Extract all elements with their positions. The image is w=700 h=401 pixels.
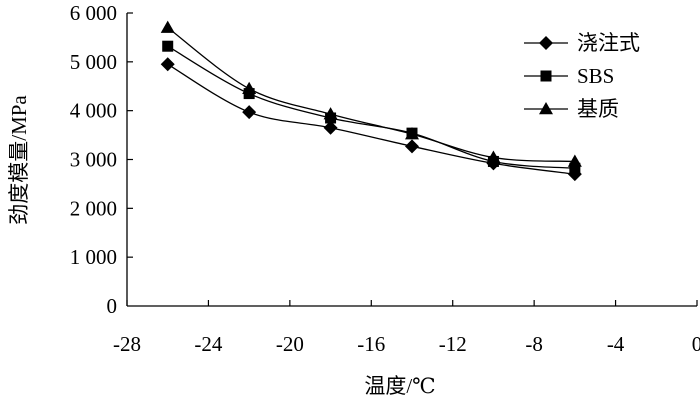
legend-square-marker [540,70,552,82]
x-tick-label: -24 [194,332,222,356]
y-ticks: 0 1 000 2 000 3 000 4 000 5 000 6 000 [70,1,133,318]
legend-label: 基质 [577,97,619,121]
x-tick-label: -8 [525,332,543,356]
x-tick-label: -28 [113,332,141,356]
x-ticks: -28 -24 -20 -16 -12 -8 -4 0 [113,300,700,356]
y-tick-label: 1 000 [70,245,117,269]
data-point-triangle [242,81,257,94]
legend-item: 浇注式 [524,31,640,55]
y-tick-label: 3 000 [70,148,117,172]
data-point-triangle [567,154,582,167]
data-point-triangle [405,127,419,140]
data-point-diamond [242,105,257,120]
x-tick-label: -16 [357,332,385,356]
series-triangle [160,20,582,167]
data-point-diamond [405,139,419,154]
x-tick-label: -20 [276,332,304,356]
data-point-square [162,40,174,52]
legend-diamond-marker [539,36,553,50]
y-tick-label: 5 000 [70,50,117,74]
x-tick-label: -12 [439,332,467,356]
series-line [167,27,575,163]
data-point-diamond [323,120,338,135]
y-tick-label: 0 [107,294,118,318]
series-square [162,40,581,174]
legend: 浇注式 SBS 基质 [524,31,640,121]
y-tick-label: 6 000 [70,1,117,25]
series-diamond [160,57,582,182]
x-tick-label: -4 [607,332,625,356]
axes [126,13,697,307]
series-line [167,63,575,175]
legend-item: SBS [524,64,614,88]
y-tick-label: 2 000 [70,196,117,220]
x-tick-label: 0 [692,332,700,356]
legend-triangle-marker [539,102,553,115]
x-axis-label: 温度/℃ [364,374,435,398]
legend-item: 基质 [524,97,619,121]
y-tick-label: 4 000 [70,99,117,123]
data-point-triangle [486,150,501,163]
data-point-triangle [323,107,338,120]
legend-label: 浇注式 [577,31,640,55]
series-group [160,20,582,182]
data-point-triangle [160,20,175,33]
legend-label: SBS [577,64,614,88]
data-point-square [569,162,581,174]
series-line [167,45,575,169]
y-axis-label: 劲度模量/MPa [7,95,31,225]
data-point-diamond [160,57,175,72]
